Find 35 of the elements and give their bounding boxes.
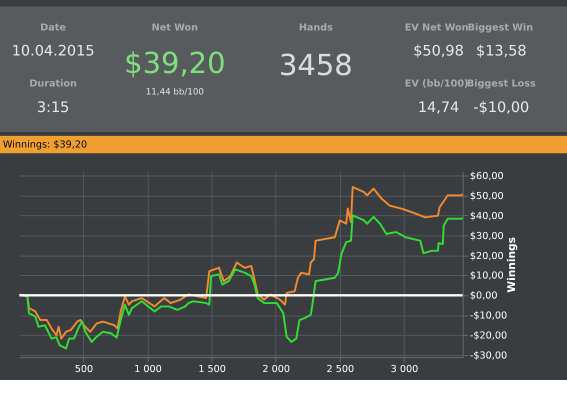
text: Date: [40, 22, 66, 34]
y-tick-label: $60,00: [470, 171, 504, 182]
y-tick-label: -$10,00: [470, 310, 508, 322]
x-tick-label: 3 000: [390, 364, 418, 376]
x-tick-label: 1 000: [134, 364, 162, 376]
text: $13,58: [476, 44, 527, 60]
text: Biggest Loss: [466, 78, 536, 90]
text: $50,98: [413, 44, 464, 60]
text: 3:15: [36, 100, 70, 116]
y-tick-label: $20,00: [470, 250, 504, 262]
text: Hands: [298, 22, 334, 34]
line-series: [19, 186, 463, 340]
text: 11,44 bb/100: [146, 87, 204, 98]
y-tick-label: $50,00: [470, 190, 504, 202]
text: Biggest Win: [468, 22, 534, 34]
x-tick-label: 2 000: [262, 364, 290, 376]
y-tick-label: $40,00: [470, 210, 504, 222]
y-tick-label: -$30,00: [470, 350, 508, 362]
y-tick-label: $10,00: [470, 270, 504, 282]
y-tick-label: $30,00: [470, 230, 504, 242]
chart-title: Winnings: $39,20: [2, 140, 88, 150]
text: Duration: [29, 78, 78, 90]
text: 3458: [278, 48, 353, 82]
x-tick-label: 2 500: [326, 364, 354, 376]
text: EV Net Won: [404, 22, 469, 34]
y-tick-label: $0,00: [470, 290, 498, 302]
x-tick-label: 500: [74, 364, 94, 376]
text: $39,20: [124, 46, 226, 80]
text: EV (bb/100): [404, 78, 468, 90]
text: Net Won: [152, 22, 198, 34]
y-tick-label: -$20,00: [470, 330, 508, 342]
y-axis-title: Winnings: [504, 237, 518, 293]
x-tick-label: 1 500: [198, 364, 226, 376]
text: 14,74: [418, 100, 460, 116]
text: 10.04.2015: [12, 44, 95, 60]
